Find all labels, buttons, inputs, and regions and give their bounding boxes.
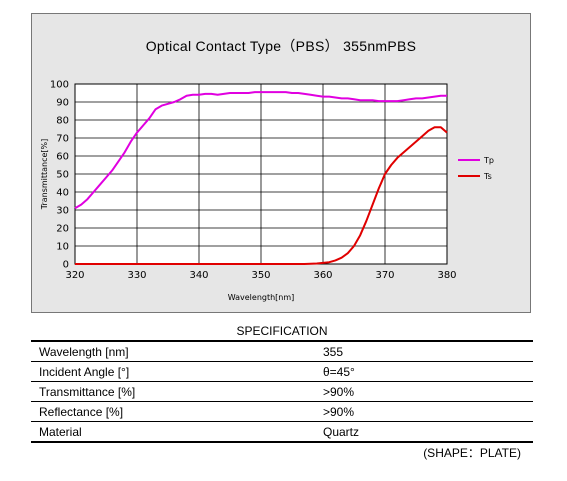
x-tick-label: 330 [127,270,146,281]
chart-title: Optical Contact Type（PBS） 355nmPBS [145,38,417,54]
y-tick-label: 30 [56,206,69,217]
series-line-tp [74,91,447,210]
y-tick-label: 80 [56,116,69,127]
table-row: Wavelength [nm] 355 [31,340,533,362]
spec-value-reflectance: >90% [323,401,533,422]
x-tick-label: 340 [189,270,208,281]
spec-value-incident-angle: θ=45° [323,361,533,382]
spec-label-reflectance: Reflectance [%] [31,401,323,422]
y-tick-label: 0 [63,260,69,271]
spec-label-wavelength: Wavelength [nm] [31,340,323,362]
spec-value-material: Quartz [323,421,533,443]
spec-label-transmittance: Transmittance [%] [31,381,323,402]
specification-heading: SPECIFICATION [236,324,328,338]
x-tick-label: 380 [437,270,456,281]
y-axis-label: Transmittance[%] [40,139,49,211]
spec-label-incident-angle: Incident Angle [°] [31,361,323,382]
legend-label-ts: Ts [483,172,492,181]
spec-value-transmittance: >90% [323,381,533,402]
table-row: Reflectance [%] >90% [31,401,533,422]
y-tick-label: 10 [56,242,69,253]
specification-table: Wavelength [nm] 355 Incident Angle [°] θ… [31,340,533,443]
y-tick-label: 20 [56,224,69,235]
table-row: Incident Angle [°] θ=45° [31,361,533,382]
y-tick-label: 50 [56,170,69,181]
table-row: Material Quartz [31,421,533,443]
legend-label-tp: Tp [483,156,494,165]
y-tick-label: 70 [56,134,69,145]
y-tick-label: 40 [56,188,69,199]
spec-value-wavelength: 355 [323,340,533,362]
y-tick-label: 60 [56,152,69,163]
x-axis-label: Wavelength[nm] [228,293,295,302]
y-tick-label: 100 [50,80,69,91]
x-tick-label: 350 [251,270,270,281]
y-tick-label: 90 [56,98,69,109]
specification-section: SPECIFICATION Wavelength [nm] 355 Incide… [31,322,533,443]
shape-note: (SHAPE：PLATE) [423,446,521,460]
series-line-ts [75,126,448,265]
x-tick-label: 320 [65,270,84,281]
x-tick-label: 370 [375,270,394,281]
x-tick-label: 360 [313,270,332,281]
transmittance-chart: 320 330 340 350 360 370 380 0 10 20 30 40 50 60 70 80 90… [40,80,494,303]
spec-label-material: Material [31,421,323,443]
table-row: Transmittance [%] >90% [31,381,533,402]
